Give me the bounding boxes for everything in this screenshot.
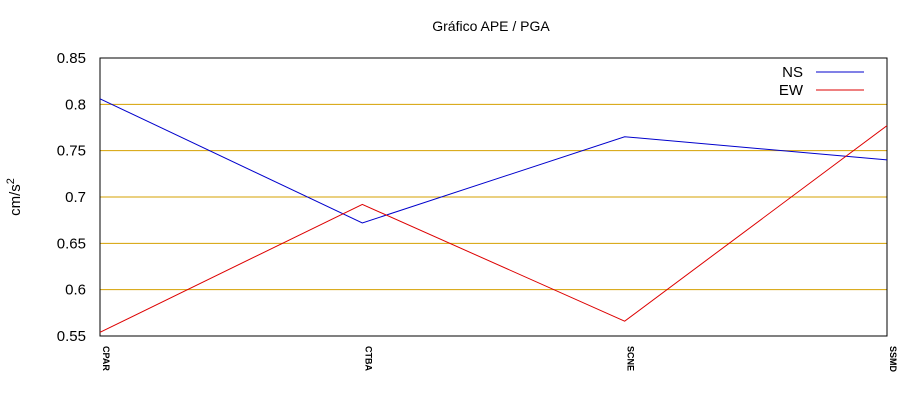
y-tick-label: 0.85 [57, 50, 86, 67]
x-tick-label: CPAR [101, 346, 111, 371]
y-tick-label: 0.6 [65, 282, 86, 299]
y-tick-label: 0.7 [65, 189, 86, 206]
x-tick-label: SCNE [626, 346, 636, 371]
y-tick-label: 0.75 [57, 143, 86, 160]
plot-frame [99, 57, 888, 337]
y-axis-ticks: 0.55 0.6 0.65 0.7 0.75 0.8 0.85 [57, 50, 86, 345]
y-axis-label: cm/s2 [5, 178, 24, 216]
y-tick-label: 0.65 [57, 235, 86, 252]
legend-label-ns: NS [782, 64, 803, 81]
chart-title: Gráfico APE / PGA [432, 18, 550, 34]
x-tick-label: CTBA [363, 346, 373, 371]
series-line-ew [99, 125, 888, 333]
legend-label-ew: EW [779, 82, 804, 99]
grid-lines [100, 103, 887, 291]
series-line-ns [99, 98, 888, 224]
y-tick-label: 0.55 [57, 328, 86, 345]
y-tick-label: 0.8 [65, 96, 86, 113]
x-tick-label: SSMD [888, 346, 898, 373]
x-axis-ticks: CPAR CTBA SCNE SSMD [101, 346, 898, 373]
series-lines [99, 98, 888, 333]
